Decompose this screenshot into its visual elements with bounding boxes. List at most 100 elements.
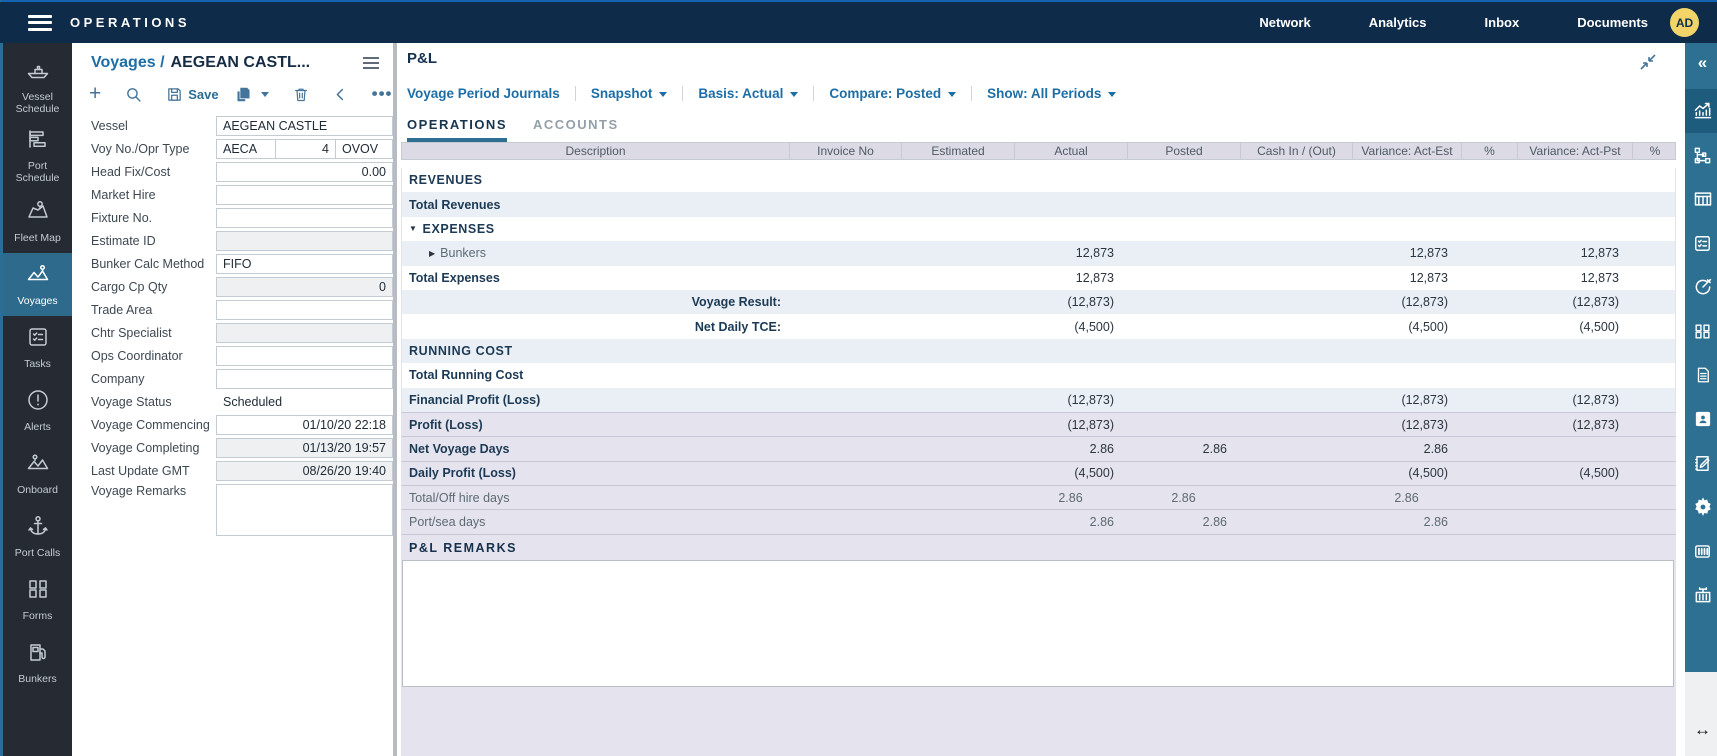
pnl-menu-basis-actual[interactable]: Basis: Actual xyxy=(683,85,815,101)
field-label: Voy No./Opr Type xyxy=(91,141,190,156)
voyage-commencing-field[interactable]: 01/10/20 22:18 xyxy=(216,414,393,435)
collapse-panel-icon[interactable] xyxy=(1639,53,1657,76)
cell-estimated xyxy=(901,462,1014,485)
right-sidebar-forms-pages-icon[interactable] xyxy=(1685,309,1717,353)
table-row[interactable]: Daily Profit (Loss) (4,500) (4,500) (4,500) xyxy=(401,460,1676,486)
right-sidebar-settings-gear-icon[interactable] xyxy=(1685,485,1717,529)
expand-icon[interactable]: ▶ xyxy=(429,248,436,258)
sidebar-item-port-calls[interactable]: Port Calls xyxy=(3,505,72,568)
top-nav-analytics[interactable]: Analytics xyxy=(1368,15,1427,30)
sidebar-item-voyages[interactable]: Voyages xyxy=(3,253,72,317)
voy-no-opr-type-group: AECA 4 OVOV xyxy=(216,138,393,159)
pnl-menu-snapshot[interactable]: Snapshot xyxy=(576,85,684,101)
pnl-panel: P&L Voyage Period Journals Snapshot Basis:… xyxy=(397,43,1685,756)
tab-operations[interactable]: OPERATIONS xyxy=(407,117,507,142)
avatar[interactable]: AD xyxy=(1670,8,1699,37)
company-field[interactable] xyxy=(216,368,393,389)
voyage-remarks-input[interactable] xyxy=(216,484,393,536)
voy-no-field[interactable]: AECA xyxy=(216,138,275,159)
collapse-sidebar-icon[interactable]: « xyxy=(1697,53,1708,72)
right-sidebar-notebook-icon[interactable] xyxy=(1685,441,1717,485)
right-sidebar-data-table-icon[interactable] xyxy=(1685,177,1717,221)
table-row[interactable]: Financial Profit (Loss) (12,873) (12,873) (… xyxy=(401,387,1676,412)
sidebar-item-tasks[interactable]: Tasks xyxy=(3,316,72,379)
sidebar-item-bunkers[interactable]: Bunkers xyxy=(3,631,72,694)
ops-coordinator-field[interactable] xyxy=(216,345,393,366)
right-sidebar-hierarchy-icon[interactable] xyxy=(1685,133,1717,177)
table-row[interactable]: Profit (Loss) (12,873) (12,873) (12,873) xyxy=(401,411,1676,437)
panel-menu-icon[interactable] xyxy=(363,57,379,69)
top-nav-network[interactable]: Network xyxy=(1259,15,1311,30)
sidebar-item-port-schedule[interactable]: Port Schedule xyxy=(3,121,72,190)
column-header[interactable]: % xyxy=(1461,143,1517,159)
column-header[interactable]: Posted xyxy=(1127,143,1240,159)
delete-button[interactable] xyxy=(290,86,312,103)
back-button[interactable] xyxy=(330,87,351,102)
column-header[interactable]: Cash In / (Out) xyxy=(1240,143,1352,159)
top-bar: OPERATIONS Network Analytics Inbox Document… xyxy=(0,2,1717,43)
collapse-icon[interactable]: ▼ xyxy=(409,224,418,234)
table-row[interactable]: Total/Off hire days 2.86 2.86 2.86 xyxy=(401,485,1676,510)
column-header[interactable]: Actual xyxy=(1014,143,1127,159)
market-hire-field[interactable] xyxy=(216,184,393,205)
menu-icon[interactable] xyxy=(28,14,52,31)
bunker-calc-method-field[interactable]: FIFO xyxy=(216,253,393,274)
sidebar-item-forms[interactable]: Forms xyxy=(3,568,72,631)
cell-pct1 xyxy=(1461,486,1517,509)
top-nav-inbox[interactable]: Inbox xyxy=(1484,15,1520,30)
head-fix-cost-field[interactable]: 0.00 xyxy=(216,161,393,182)
right-sidebar-edit-cycle-icon[interactable] xyxy=(1685,265,1717,309)
cell-posted xyxy=(1127,314,1240,338)
tab-accounts[interactable]: ACCOUNTS xyxy=(533,117,619,132)
table-row[interactable]: Total Running Cost xyxy=(401,363,1676,388)
copy-button[interactable] xyxy=(232,86,272,103)
column-header[interactable]: Variance: Act-Pst xyxy=(1517,143,1632,159)
save-button[interactable]: Save xyxy=(163,86,221,103)
table-row[interactable]: Net Voyage Days 2.86 2.86 2.86 xyxy=(401,436,1676,461)
top-nav-documents[interactable]: Documents xyxy=(1577,15,1648,30)
panel-splitter[interactable] xyxy=(393,43,397,756)
column-header[interactable]: Estimated xyxy=(901,143,1014,159)
pnl-menu-voyage-period-journals[interactable]: Voyage Period Journals xyxy=(407,85,576,101)
voy-seq-field[interactable]: 4 xyxy=(275,138,335,159)
table-row[interactable]: Port/sea days 2.86 2.86 2.86 xyxy=(401,509,1676,534)
vessel-field[interactable]: AEGEAN CASTLE xyxy=(216,115,393,136)
more-button[interactable]: ••• xyxy=(371,84,393,103)
add-button[interactable]: + xyxy=(89,82,102,105)
table-row[interactable]: Voyage Result: (12,873) (12,873) (12,873) xyxy=(401,289,1676,315)
right-sidebar-bank-icon[interactable] xyxy=(1685,529,1717,573)
search-button[interactable] xyxy=(122,86,145,103)
sidebar-item-fleet-map[interactable]: Fleet Map xyxy=(3,190,72,253)
table-row[interactable]: Net Daily TCE: (4,500) (4,500) (4,500) xyxy=(401,314,1676,339)
chevron-down-icon xyxy=(260,91,269,97)
column-header[interactable]: Invoice No xyxy=(789,143,901,159)
table-row[interactable]: ▼ EXPENSES xyxy=(401,216,1676,242)
pnl-menu-compare-posted[interactable]: Compare: Posted xyxy=(814,85,973,101)
table-row[interactable]: RUNNING COST xyxy=(401,338,1676,364)
right-sidebar-document-icon[interactable] xyxy=(1685,353,1717,397)
trade-area-field[interactable] xyxy=(216,299,393,320)
field-label: Trade Area xyxy=(91,302,153,317)
sidebar-item-alerts[interactable]: Alerts xyxy=(3,379,72,442)
sidebar-item-onboard[interactable]: Onboard xyxy=(3,442,72,505)
table-row[interactable]: REVENUES xyxy=(401,168,1676,193)
cell-invoice xyxy=(789,462,901,485)
pnl-remarks-input[interactable] xyxy=(402,560,1674,687)
right-sidebar-analytics-chart-icon[interactable] xyxy=(1685,89,1717,133)
table-row[interactable]: Total Expenses 12,873 12,873 12,873 xyxy=(401,265,1676,290)
right-sidebar-checklist-icon[interactable] xyxy=(1685,221,1717,265)
column-header[interactable]: % xyxy=(1632,143,1677,159)
fixture-no--field[interactable] xyxy=(216,207,393,228)
table-row[interactable]: Total Revenues xyxy=(401,192,1676,217)
sidebar-item-vessel-schedule[interactable]: Vessel Schedule xyxy=(3,52,72,121)
column-header[interactable]: Description xyxy=(565,144,626,158)
opr-type-field[interactable]: OVOV xyxy=(335,138,393,159)
resize-handle-icon[interactable]: ↔ xyxy=(1694,720,1711,739)
right-sidebar-container-icon[interactable] xyxy=(1685,573,1717,617)
pnl-menu-show-all-periods[interactable]: Show: All Periods xyxy=(972,86,1131,101)
table-spacer xyxy=(401,160,1676,168)
column-header[interactable]: Variance: Act-Est xyxy=(1352,143,1461,159)
table-row[interactable]: ▶ Bunkers 12,873 12,873 12,873 xyxy=(401,241,1676,266)
right-sidebar-contact-card-icon[interactable] xyxy=(1685,397,1717,441)
breadcrumb[interactable]: Voyages / xyxy=(91,54,165,71)
